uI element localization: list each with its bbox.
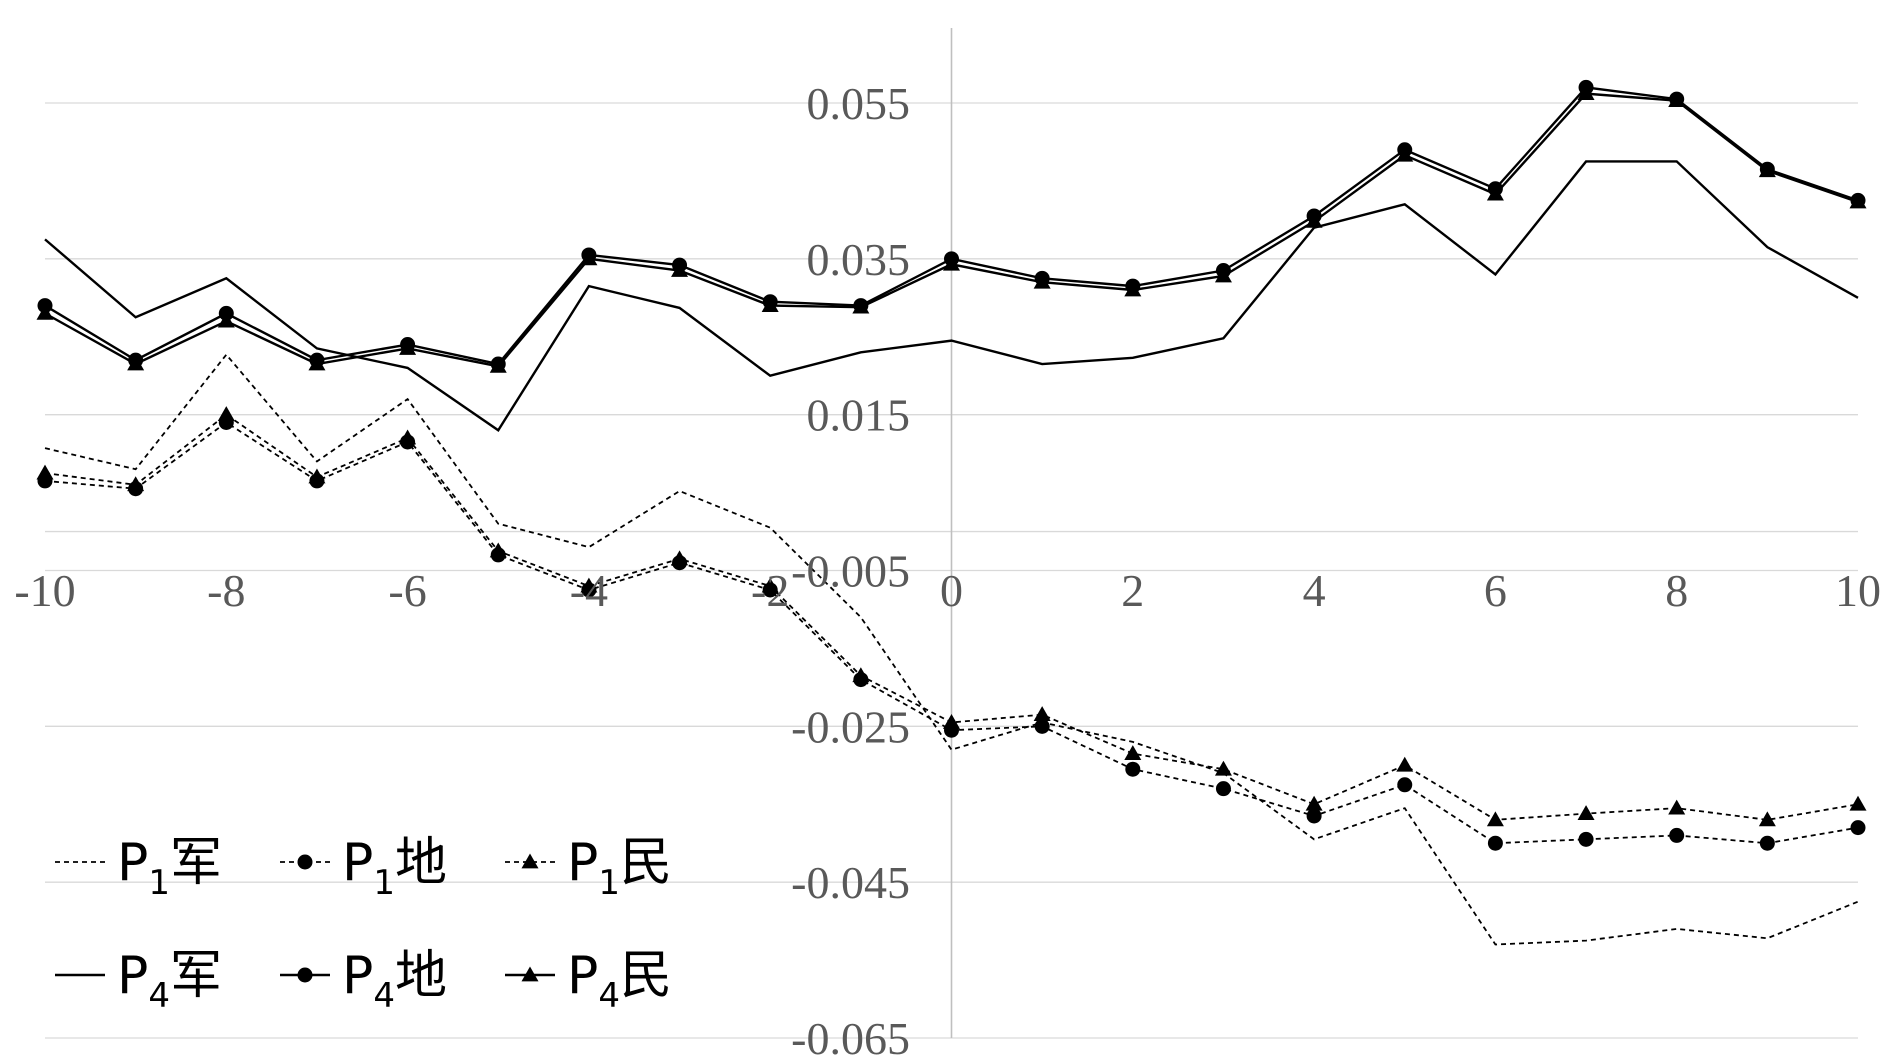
x-tick-label: 0 — [940, 565, 963, 616]
series-5-point — [1486, 185, 1504, 201]
legend-label: P4民 — [567, 946, 672, 1016]
legend-label: P4军 — [117, 946, 222, 1016]
x-tick-label: -10 — [14, 565, 75, 616]
series-5-point — [1577, 85, 1595, 101]
legend-item-1: P1地 — [280, 833, 447, 903]
y-tick-label: 0.035 — [807, 234, 911, 285]
series-2-point — [399, 429, 417, 445]
series-2-point — [580, 577, 598, 593]
y-tick-label: 0.015 — [807, 390, 911, 441]
y-tick-label: 0.055 — [807, 78, 911, 129]
legend-marker — [297, 854, 313, 870]
series-5-point — [761, 297, 779, 312]
series-1-point — [1125, 761, 1141, 777]
series-2-point — [1486, 811, 1504, 827]
series-2-point — [1396, 756, 1414, 772]
x-tick-label: 10 — [1835, 565, 1881, 616]
legend-item-4: P4地 — [280, 946, 447, 1016]
series-1-point — [1578, 831, 1594, 847]
series-2-point — [671, 550, 689, 566]
series-0-line — [44, 353, 1859, 946]
series-2-point — [1668, 799, 1686, 815]
series-2-point — [1033, 706, 1051, 722]
legend-item-2: P1民 — [505, 833, 672, 903]
series-2-point — [1577, 805, 1595, 820]
x-tick-label: -4 — [570, 565, 608, 616]
series-2-point — [1214, 760, 1232, 776]
x-tick-label: 8 — [1665, 565, 1688, 616]
y-tick-label: -0.065 — [791, 1013, 910, 1062]
series-2-point — [1124, 745, 1142, 760]
series-1-point — [1669, 827, 1685, 843]
series-2-point — [1305, 795, 1323, 811]
series-1-point — [1397, 777, 1413, 793]
x-tick-label: 4 — [1303, 565, 1326, 616]
legend-item-3: P4军 — [55, 946, 222, 1016]
series-5-point — [1305, 212, 1323, 228]
series-5-point — [852, 298, 870, 314]
series-2-point — [761, 577, 779, 593]
series-5-point — [1214, 267, 1232, 283]
series-5-point — [943, 255, 960, 271]
series-5-point — [1849, 193, 1867, 209]
series-1-point — [1759, 835, 1775, 851]
legend-item-0: P1军 — [55, 833, 222, 903]
series-5-point — [1668, 92, 1686, 108]
x-tick-label: -2 — [751, 565, 789, 616]
series-5-point — [1033, 273, 1051, 289]
series-5-point — [1124, 281, 1142, 297]
series-2-point — [308, 468, 326, 484]
series-5-point — [671, 262, 689, 277]
x-tick-labels: -10 -8 -6 -4 -2 0 2 4 6 8 10 — [14, 565, 1881, 616]
x-tick-label: -8 — [207, 565, 245, 616]
y-tick-label: -0.045 — [791, 857, 910, 908]
series-5-point — [1758, 162, 1776, 178]
series-1-point — [1034, 718, 1050, 734]
series-2-point — [217, 406, 235, 422]
series-5-point — [489, 357, 507, 373]
series-2-point — [1849, 795, 1867, 811]
x-tick-label: -6 — [388, 565, 426, 616]
series-2 — [36, 406, 1867, 827]
series-5-point — [36, 304, 54, 320]
series-5-point — [127, 355, 145, 371]
series-group — [36, 79, 1867, 946]
series-2-point — [1758, 811, 1776, 827]
series-0 — [44, 353, 1859, 946]
series-1-point — [1215, 781, 1231, 797]
series-5-point — [217, 312, 235, 328]
y-tick-labels: 0.055 0.035 0.015 -0.005 -0.025 -0.045 -0.065 — [791, 78, 910, 1062]
series-5-point — [308, 355, 326, 371]
legend-label: P1民 — [567, 833, 672, 903]
series-2-point — [36, 464, 54, 480]
series-5-point — [1396, 146, 1414, 162]
series-2-point — [489, 542, 507, 558]
x-tick-label: 6 — [1484, 565, 1507, 616]
y-tick-label: -0.025 — [791, 701, 910, 752]
series-1-point — [1487, 835, 1503, 851]
series-2-point — [852, 667, 870, 683]
series-2-point — [943, 713, 960, 729]
legend-marker — [521, 966, 539, 982]
legend-label: P1地 — [342, 833, 447, 903]
legend-item-5: P4民 — [505, 946, 672, 1016]
y-tick-label: -0.005 — [791, 546, 910, 597]
legend-marker — [521, 853, 539, 869]
legend-marker — [297, 967, 313, 983]
series-5-point — [399, 339, 417, 355]
series-1-point — [1850, 820, 1866, 836]
legend-label: P1军 — [117, 833, 222, 903]
legend-label: P4地 — [342, 946, 447, 1016]
legend: P1军 P1地 P1民 P4军 P4地 P4民 — [55, 833, 672, 1016]
series-1-point — [1306, 808, 1322, 824]
x-tick-label: 2 — [1121, 565, 1144, 616]
series-5 — [36, 85, 1867, 373]
series-5-point — [580, 250, 598, 266]
series-2-point — [127, 476, 145, 492]
